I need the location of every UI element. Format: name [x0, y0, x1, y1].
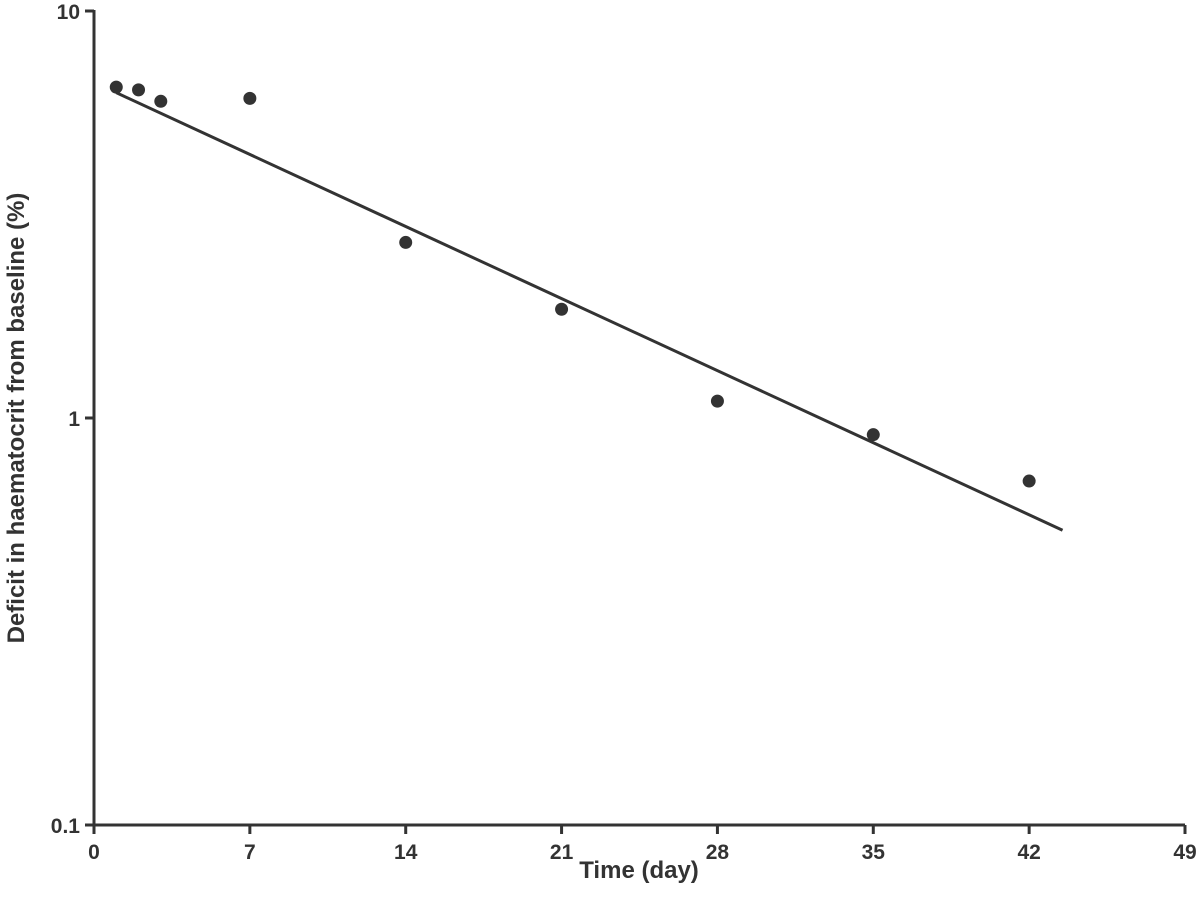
x-tick-label: 28	[706, 841, 730, 864]
y-tick-label: 0.1	[51, 815, 81, 838]
data-point	[1022, 474, 1036, 488]
y-axis-title: Deficit in haematocrit from baseline (%)	[3, 193, 30, 644]
x-tick-label: 49	[1173, 841, 1196, 864]
data-point	[132, 83, 146, 97]
data-point	[154, 94, 168, 108]
x-tick-label: 0	[88, 841, 100, 864]
x-tick-label: 42	[1017, 841, 1040, 864]
data-points	[109, 80, 1036, 488]
y-tick-label: 1	[68, 408, 80, 431]
fit-line-group	[115, 91, 1064, 532]
x-ticks: 0 7 14 21 28 35 42 49	[88, 825, 1197, 864]
data-point	[555, 302, 569, 316]
x-tick-label: 14	[394, 841, 418, 864]
data-point	[243, 91, 257, 105]
y-ticks: 0.1 1 10	[51, 1, 94, 838]
fitted-line	[115, 91, 1064, 532]
data-point	[399, 235, 413, 249]
x-tick-label: 21	[550, 841, 574, 864]
axes	[92, 10, 1185, 827]
x-axis-title: Time (day)	[579, 857, 699, 884]
x-tick-label: 35	[862, 841, 886, 864]
x-tick-label: 7	[244, 841, 256, 864]
y-tick-label: 10	[57, 1, 80, 24]
data-point	[866, 428, 880, 442]
data-point	[710, 394, 724, 408]
data-point	[109, 80, 123, 94]
